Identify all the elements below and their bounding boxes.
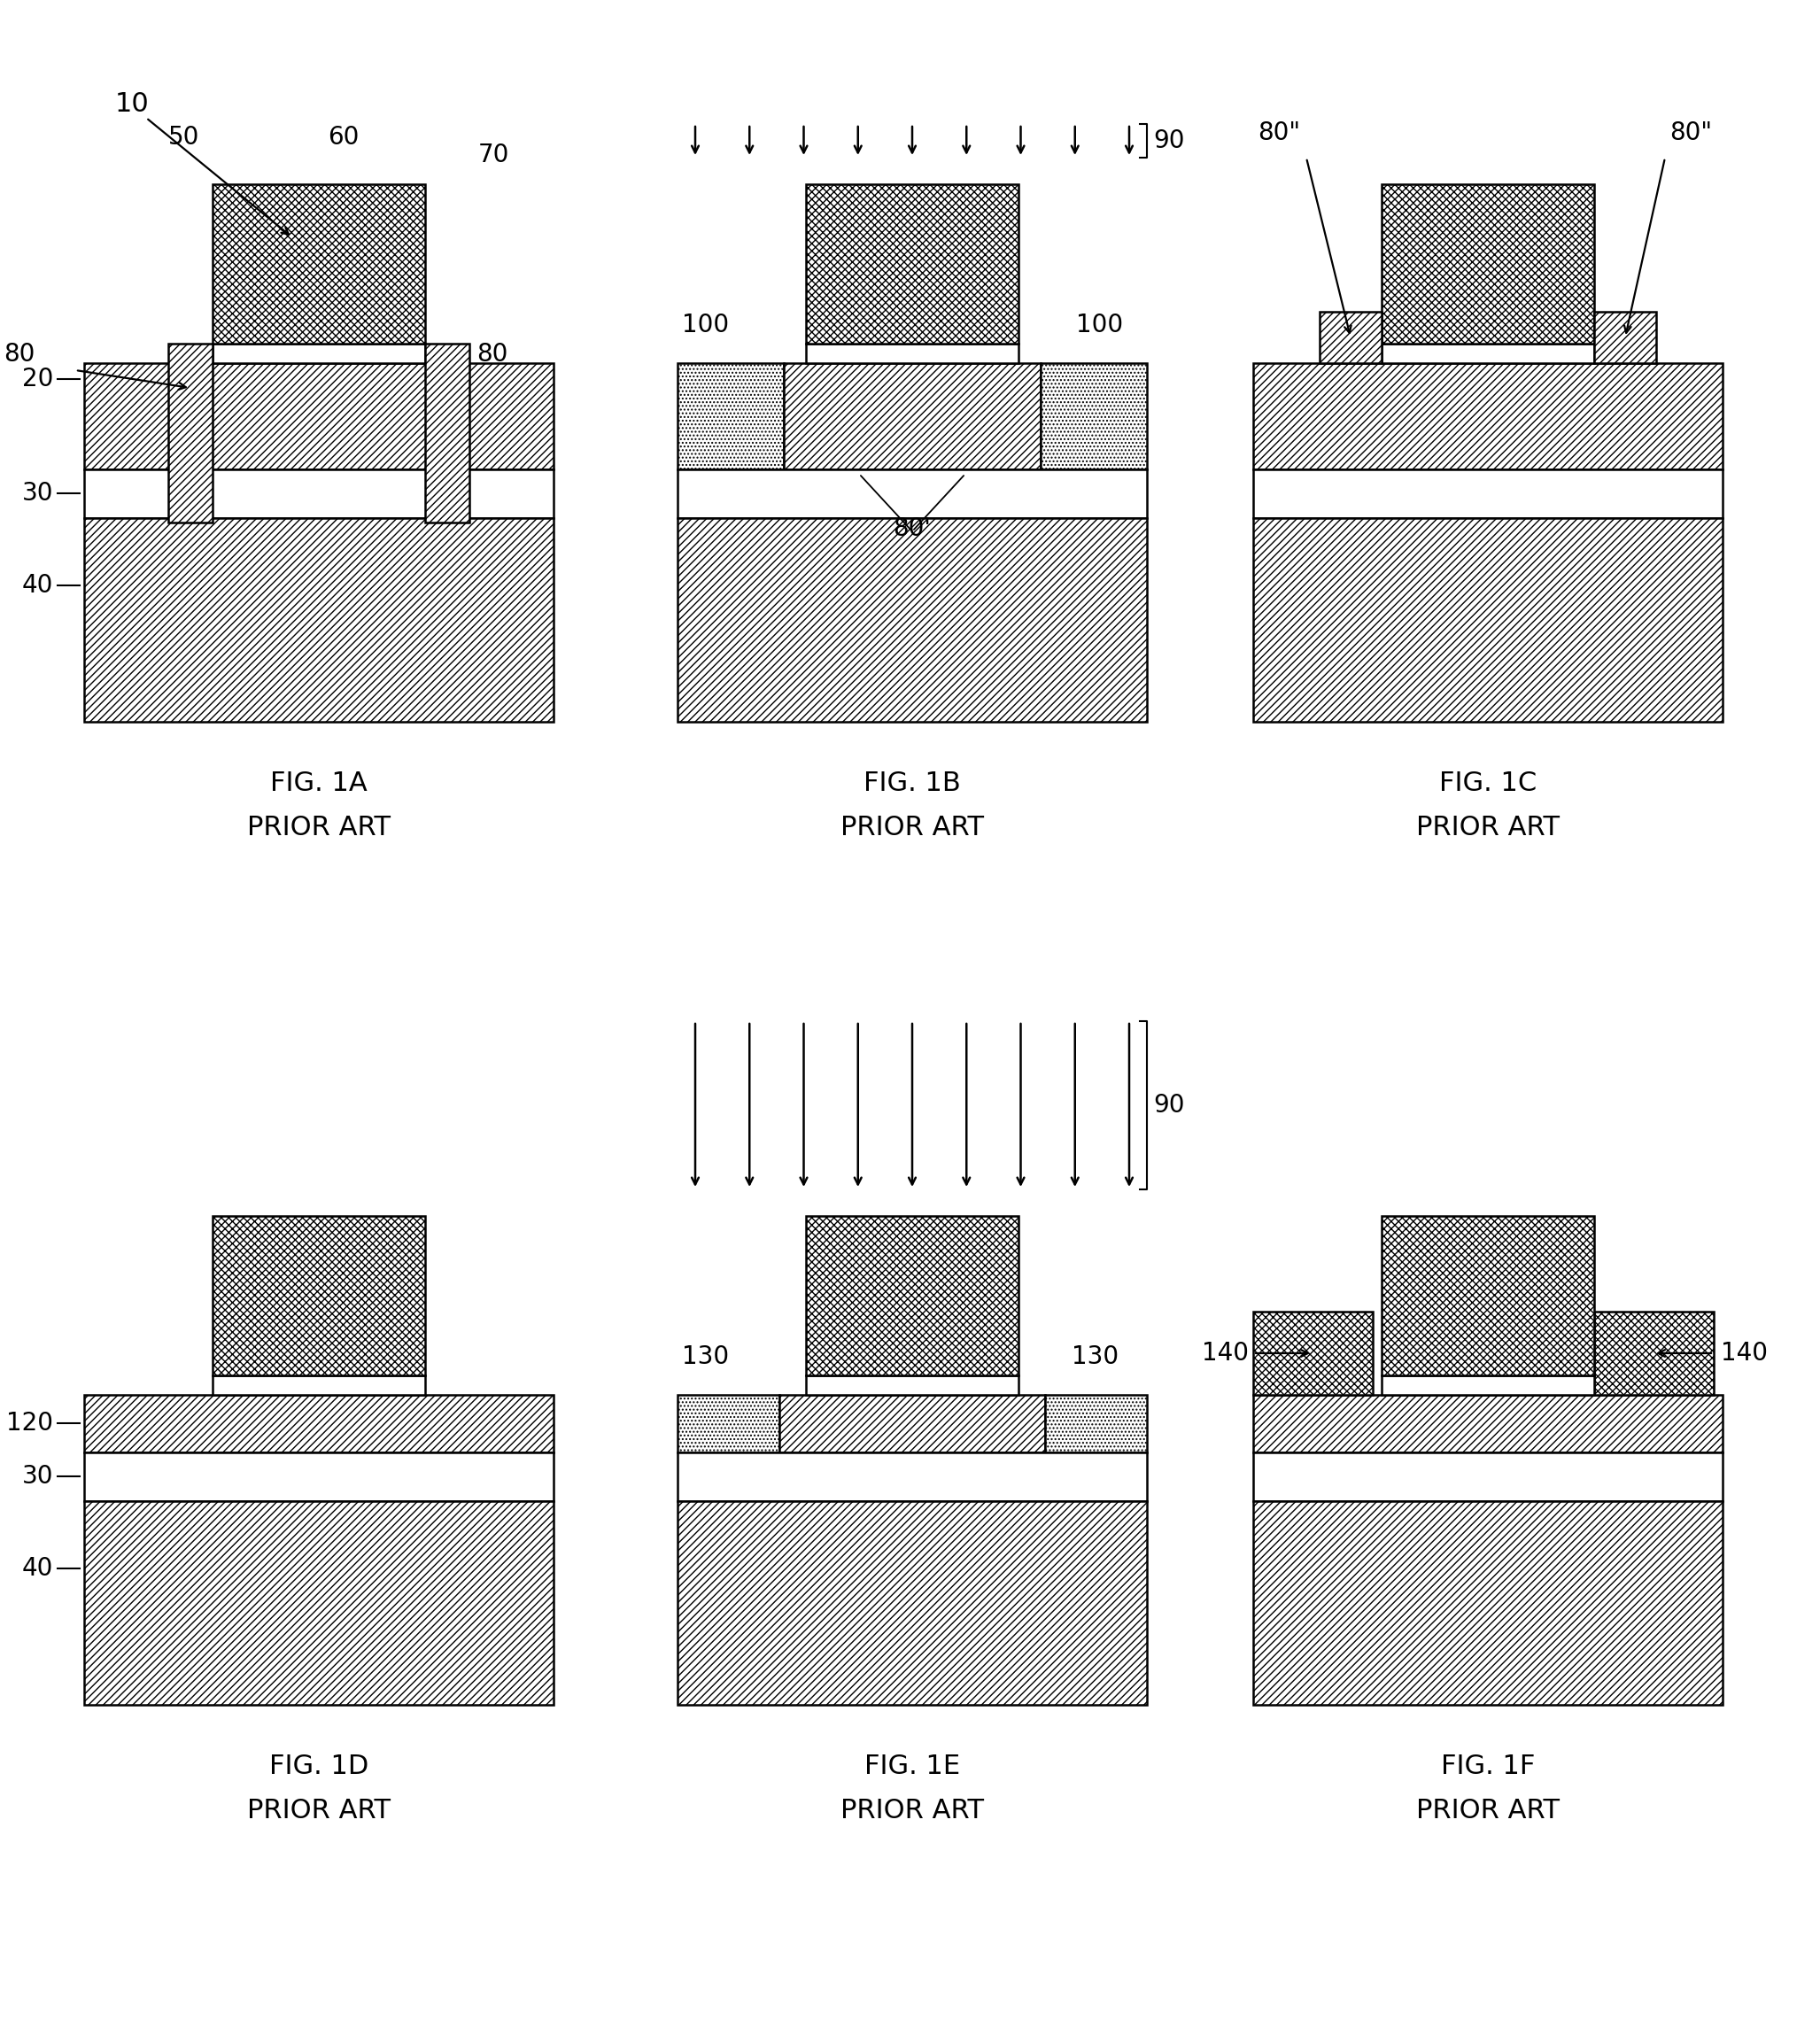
Bar: [677, 1394, 779, 1453]
Bar: [677, 517, 1147, 721]
Bar: [167, 344, 213, 523]
Text: FIG. 1A: FIG. 1A: [269, 770, 368, 796]
Bar: [213, 184, 426, 344]
Text: PRIOR ART: PRIOR ART: [841, 1799, 985, 1823]
Text: 130: 130: [1072, 1344, 1119, 1368]
Bar: [213, 344, 426, 364]
Text: 120: 120: [5, 1411, 53, 1435]
Bar: [1045, 1394, 1147, 1453]
Bar: [806, 184, 1019, 344]
Bar: [806, 344, 1019, 364]
Bar: [1320, 311, 1381, 364]
Bar: [1254, 1502, 1722, 1706]
Text: PRIOR ART: PRIOR ART: [841, 814, 985, 841]
Bar: [806, 1376, 1019, 1394]
Text: 10: 10: [115, 91, 149, 117]
Text: 90: 90: [1154, 129, 1185, 154]
Bar: [1381, 1217, 1594, 1376]
Bar: [1254, 1394, 1722, 1453]
Bar: [213, 1217, 426, 1376]
Text: 80: 80: [4, 342, 35, 366]
Bar: [84, 364, 553, 469]
Text: PRIOR ART: PRIOR ART: [1416, 1799, 1560, 1823]
Bar: [426, 344, 470, 523]
Bar: [1254, 364, 1722, 469]
Text: 80": 80": [1258, 121, 1299, 146]
Text: FIG. 1E: FIG. 1E: [864, 1754, 961, 1778]
Text: 90: 90: [1154, 1093, 1185, 1118]
Bar: [677, 469, 1147, 517]
Bar: [213, 1376, 426, 1394]
Text: FIG. 1D: FIG. 1D: [269, 1754, 368, 1778]
Text: 130: 130: [682, 1344, 730, 1368]
Text: 60: 60: [328, 125, 359, 150]
Text: FIG. 1F: FIG. 1F: [1441, 1754, 1534, 1778]
Bar: [84, 469, 553, 517]
Bar: [784, 364, 1041, 469]
Text: 80: 80: [477, 342, 508, 366]
Text: 140: 140: [1720, 1340, 1767, 1366]
Text: 80": 80": [1669, 121, 1713, 146]
Bar: [677, 364, 784, 469]
Bar: [1254, 1453, 1722, 1502]
Text: 40: 40: [22, 574, 53, 598]
Text: 80': 80': [894, 515, 932, 542]
Text: 30: 30: [22, 481, 53, 505]
Text: 100: 100: [682, 313, 730, 338]
Bar: [84, 1453, 553, 1502]
Bar: [84, 1502, 553, 1706]
Text: 100: 100: [1076, 313, 1123, 338]
Bar: [1381, 344, 1594, 364]
Bar: [1381, 184, 1594, 344]
Text: PRIOR ART: PRIOR ART: [248, 1799, 391, 1823]
Bar: [1254, 469, 1722, 517]
Text: 70: 70: [479, 143, 510, 168]
Bar: [779, 1394, 1045, 1453]
Bar: [677, 1453, 1147, 1502]
Bar: [1254, 517, 1722, 721]
Bar: [1594, 311, 1656, 364]
Text: PRIOR ART: PRIOR ART: [1416, 814, 1560, 841]
Text: 50: 50: [167, 125, 198, 150]
Bar: [84, 517, 553, 721]
Text: 30: 30: [22, 1463, 53, 1489]
Bar: [1041, 364, 1147, 469]
Bar: [806, 1217, 1019, 1376]
Bar: [1381, 1376, 1594, 1394]
Bar: [1254, 1312, 1372, 1394]
Text: FIG. 1B: FIG. 1B: [864, 770, 961, 796]
Text: FIG. 1C: FIG. 1C: [1440, 770, 1536, 796]
Bar: [1594, 1312, 1714, 1394]
Bar: [84, 1394, 553, 1453]
Text: 140: 140: [1201, 1340, 1249, 1366]
Bar: [677, 1502, 1147, 1706]
Text: PRIOR ART: PRIOR ART: [248, 814, 391, 841]
Text: 40: 40: [22, 1556, 53, 1580]
Text: 20: 20: [22, 366, 53, 392]
